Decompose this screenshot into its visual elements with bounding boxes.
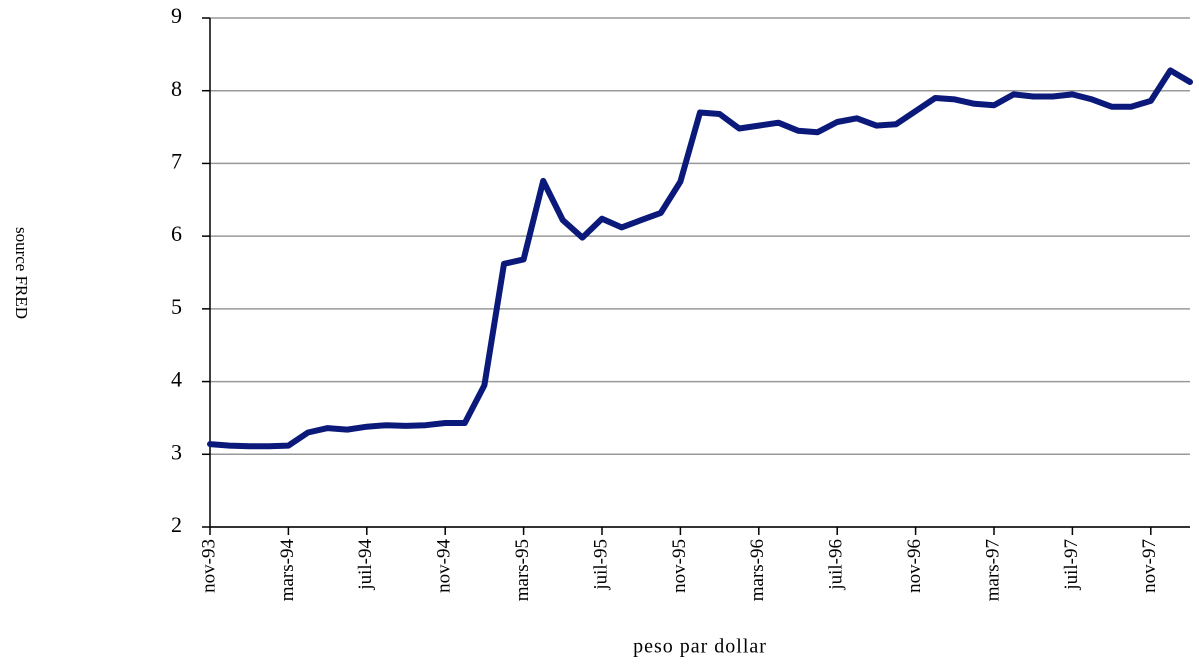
- y-tick-label: 9: [171, 3, 182, 28]
- y-tick-label: 4: [171, 367, 182, 392]
- x-axis-label: peso par dollar: [633, 636, 767, 658]
- x-tick-label: nov-96: [904, 539, 925, 593]
- y-tick-label: 7: [171, 148, 182, 173]
- x-tick-label: mars-96: [747, 539, 768, 601]
- x-tick-label: juil-96: [826, 539, 847, 591]
- y-tick-label: 6: [171, 221, 182, 246]
- x-tick-label: juil-95: [590, 539, 611, 591]
- x-tick-label: nov-95: [669, 539, 690, 593]
- x-tick-label: nov-94: [434, 539, 455, 593]
- y-tick-label: 3: [171, 439, 182, 464]
- x-tick-label: juil-94: [355, 539, 376, 591]
- y-tick-label: 2: [171, 512, 182, 537]
- y-tick-label: 8: [171, 76, 182, 101]
- y-axis-label: source FRED: [12, 227, 31, 319]
- x-tick-label: mars-94: [277, 539, 298, 602]
- x-tick-label: juil-97: [1061, 539, 1082, 591]
- x-tick-label: nov-97: [1139, 539, 1160, 593]
- x-tick-label: nov-93: [198, 539, 219, 593]
- x-tick-label: mars-95: [512, 539, 533, 601]
- y-tick-label: 5: [171, 294, 182, 319]
- data-line: [207, 67, 1193, 450]
- x-tick-label: mars-97: [982, 539, 1003, 601]
